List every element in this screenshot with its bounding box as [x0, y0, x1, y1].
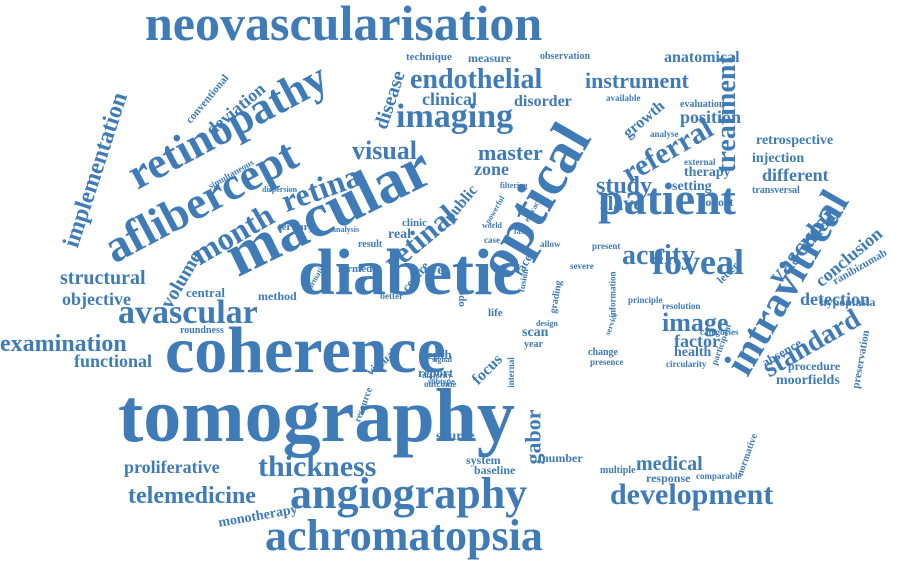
word: procedure — [788, 360, 840, 372]
word: hypoplasia — [820, 296, 875, 308]
word: majority — [422, 372, 452, 380]
word: instrument — [585, 70, 689, 92]
word: evaluation — [680, 100, 724, 110]
word: real — [388, 228, 411, 242]
word: telemedicine — [128, 484, 256, 508]
word: public — [441, 183, 481, 226]
word: method — [258, 290, 297, 302]
word: retrospective — [756, 134, 833, 148]
word: resolution — [662, 302, 700, 311]
word: different — [762, 166, 829, 184]
word: preservation — [851, 329, 872, 389]
word: technique — [406, 52, 452, 63]
word: scan — [522, 326, 548, 340]
word: cohort — [700, 196, 733, 208]
word: better — [380, 292, 403, 301]
word: open — [456, 284, 467, 307]
word: allow — [540, 240, 561, 249]
word: analyse — [650, 130, 679, 139]
word: dispersion — [262, 186, 297, 194]
word: year — [524, 340, 543, 350]
word: zone — [474, 160, 509, 178]
word: analysis — [332, 226, 359, 234]
word: source — [436, 430, 475, 444]
word: thickness — [258, 452, 376, 482]
word: acuity — [622, 242, 695, 270]
word: setting — [672, 180, 712, 194]
word: external — [684, 158, 716, 167]
word: position — [680, 108, 741, 126]
word: baseline — [474, 464, 515, 476]
word: design — [536, 320, 558, 328]
word: disorder — [514, 94, 572, 110]
word: transversal — [752, 186, 800, 196]
word: available — [606, 94, 641, 103]
word: signal — [432, 356, 452, 364]
word: anatomical — [664, 50, 740, 66]
word: severe — [570, 262, 594, 271]
word: neovascularisation — [145, 0, 542, 48]
word: multiple — [600, 466, 636, 476]
word: life — [488, 308, 503, 319]
word: therapy — [684, 166, 731, 180]
word: service — [604, 312, 620, 337]
word: roundness — [180, 326, 224, 336]
word: clinical — [422, 90, 477, 108]
word: filtering — [500, 182, 528, 190]
word: development — [610, 480, 773, 510]
word: injection — [752, 152, 804, 166]
word: measure — [468, 52, 511, 64]
word: objective — [62, 290, 131, 308]
word: observation — [540, 52, 590, 62]
word: circularity — [666, 360, 706, 369]
word: central — [186, 286, 225, 299]
word: case — [484, 236, 500, 245]
word: grading — [549, 280, 565, 315]
word: proliferative — [124, 458, 220, 476]
word: normative — [736, 433, 760, 478]
word: moorfields — [776, 374, 840, 388]
word: formed — [338, 264, 372, 275]
word: result — [358, 240, 382, 250]
word: functional — [74, 352, 152, 370]
word: present — [592, 242, 620, 251]
word: achromatopsia — [265, 514, 543, 558]
word: internal — [507, 357, 516, 388]
word: health — [674, 346, 711, 360]
word: world — [482, 222, 502, 230]
word: structural — [60, 268, 146, 288]
word: faster — [514, 228, 534, 236]
word: tertiary — [278, 222, 314, 233]
word: presence — [590, 358, 623, 367]
word: principle — [628, 296, 663, 305]
word: slave — [600, 194, 642, 214]
word: visual — [352, 138, 417, 164]
word: number — [542, 452, 583, 464]
word: response — [646, 472, 690, 484]
